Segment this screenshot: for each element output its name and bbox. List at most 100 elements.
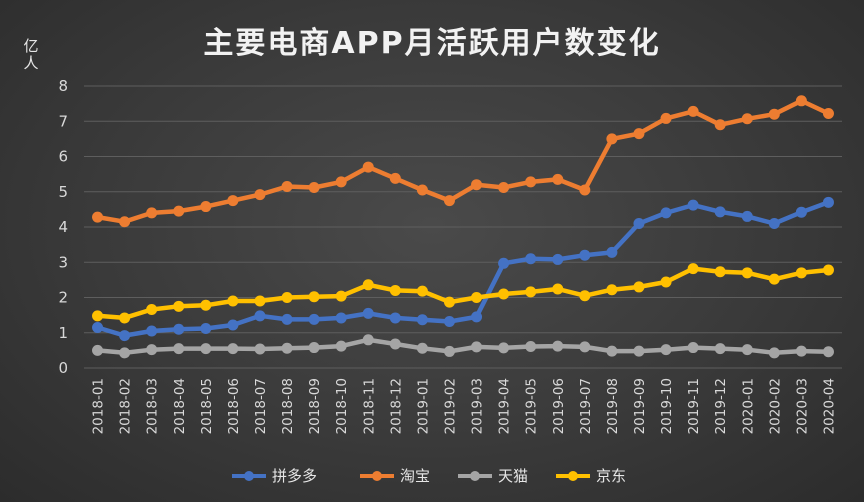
series-point-3 xyxy=(335,290,347,302)
x-tick-label: 2019-10 xyxy=(659,378,675,434)
series-point-2 xyxy=(335,340,347,352)
series-point-3 xyxy=(822,264,834,276)
x-tick-label: 2019-08 xyxy=(605,378,621,434)
series-point-3 xyxy=(173,300,185,312)
y-tick-label: 0 xyxy=(58,359,68,377)
y-tick-label: 8 xyxy=(58,77,68,95)
series-point-2 xyxy=(795,345,807,357)
series-point-0 xyxy=(822,196,834,208)
series-point-3 xyxy=(308,291,320,303)
series-line-0 xyxy=(95,200,831,338)
series-point-1 xyxy=(714,119,726,131)
series-point-0 xyxy=(525,253,537,265)
series-point-2 xyxy=(362,334,374,346)
series-point-3 xyxy=(714,266,726,278)
series-point-2 xyxy=(200,343,212,355)
series-point-3 xyxy=(200,299,212,311)
series-point-1 xyxy=(443,195,455,207)
series-point-2 xyxy=(389,338,401,350)
series-line-1 xyxy=(95,98,831,224)
series-point-3 xyxy=(606,284,618,296)
y-tick-label: 4 xyxy=(58,218,68,236)
series-point-3 xyxy=(389,284,401,296)
series-point-2 xyxy=(119,347,131,359)
series-point-0 xyxy=(308,313,320,325)
series-point-0 xyxy=(173,323,185,335)
series-point-1 xyxy=(552,173,564,185)
series-point-2 xyxy=(92,344,104,356)
series-point-2 xyxy=(606,345,618,357)
series-point-1 xyxy=(146,207,158,219)
series-point-2 xyxy=(768,347,780,359)
legend-label: 淘宝 xyxy=(400,467,430,485)
x-tick-label: 2019-01 xyxy=(415,378,431,434)
series-point-2 xyxy=(552,340,564,352)
series-point-2 xyxy=(822,346,834,358)
series-point-1 xyxy=(200,201,212,213)
series-point-1 xyxy=(173,205,185,217)
series-point-0 xyxy=(768,217,780,229)
series-point-2 xyxy=(660,344,672,356)
series-line-3 xyxy=(95,266,831,321)
y-tick-label: 7 xyxy=(58,112,68,130)
x-tick-label: 2019-09 xyxy=(632,378,648,434)
series-point-2 xyxy=(525,340,537,352)
series-point-0 xyxy=(389,312,401,324)
x-tick-label: 2018-02 xyxy=(118,378,134,434)
series-point-3 xyxy=(579,290,591,302)
series-point-2 xyxy=(579,341,591,353)
series-point-2 xyxy=(714,343,726,355)
series-point-0 xyxy=(119,330,131,342)
x-tick-label: 2018-04 xyxy=(172,378,188,434)
series-point-3 xyxy=(443,296,455,308)
series-point-3 xyxy=(227,295,239,307)
series-point-0 xyxy=(281,313,293,325)
x-tick-label: 2020-01 xyxy=(740,378,756,434)
y-tick-label: 3 xyxy=(58,253,68,271)
x-tick-label: 2020-04 xyxy=(821,378,837,434)
series-point-1 xyxy=(498,182,510,194)
series-point-0 xyxy=(795,206,807,218)
series-line-2 xyxy=(95,337,831,356)
legend-swatch-marker xyxy=(470,471,480,481)
series-point-0 xyxy=(633,217,645,229)
series-point-0 xyxy=(200,323,212,335)
legend-swatch-marker xyxy=(244,471,254,481)
series-point-3 xyxy=(416,285,428,297)
series-point-3 xyxy=(768,273,780,285)
series-point-3 xyxy=(92,310,104,322)
series-point-2 xyxy=(281,342,293,354)
series-point-1 xyxy=(362,161,374,173)
series-point-1 xyxy=(92,211,104,223)
series-point-0 xyxy=(362,307,374,319)
series-point-2 xyxy=(416,342,428,354)
series-point-2 xyxy=(471,341,483,353)
series-point-2 xyxy=(308,342,320,354)
series-point-0 xyxy=(227,319,239,331)
x-tick-label: 2018-03 xyxy=(145,378,161,434)
series-point-0 xyxy=(443,315,455,327)
series-point-0 xyxy=(552,253,564,265)
series-point-1 xyxy=(227,195,239,207)
x-tick-label: 2018-08 xyxy=(280,378,296,434)
series-point-0 xyxy=(714,206,726,218)
series-point-2 xyxy=(498,342,510,354)
series-point-0 xyxy=(498,257,510,269)
series-point-3 xyxy=(660,276,672,288)
x-tick-label: 2019-03 xyxy=(470,378,486,434)
series-point-1 xyxy=(335,176,347,188)
series-point-0 xyxy=(606,246,618,258)
series-point-1 xyxy=(795,95,807,107)
series-point-0 xyxy=(335,312,347,324)
legend-swatch-marker xyxy=(568,471,578,481)
x-tick-label: 2018-10 xyxy=(334,378,350,434)
x-tick-label: 2018-06 xyxy=(226,378,242,434)
series-point-1 xyxy=(822,107,834,119)
x-tick-label: 2018-07 xyxy=(253,378,269,434)
x-tick-label: 2018-05 xyxy=(199,378,215,434)
series-point-2 xyxy=(443,345,455,357)
x-tick-label: 2018-01 xyxy=(91,378,107,434)
y-tick-label: 2 xyxy=(58,289,68,307)
